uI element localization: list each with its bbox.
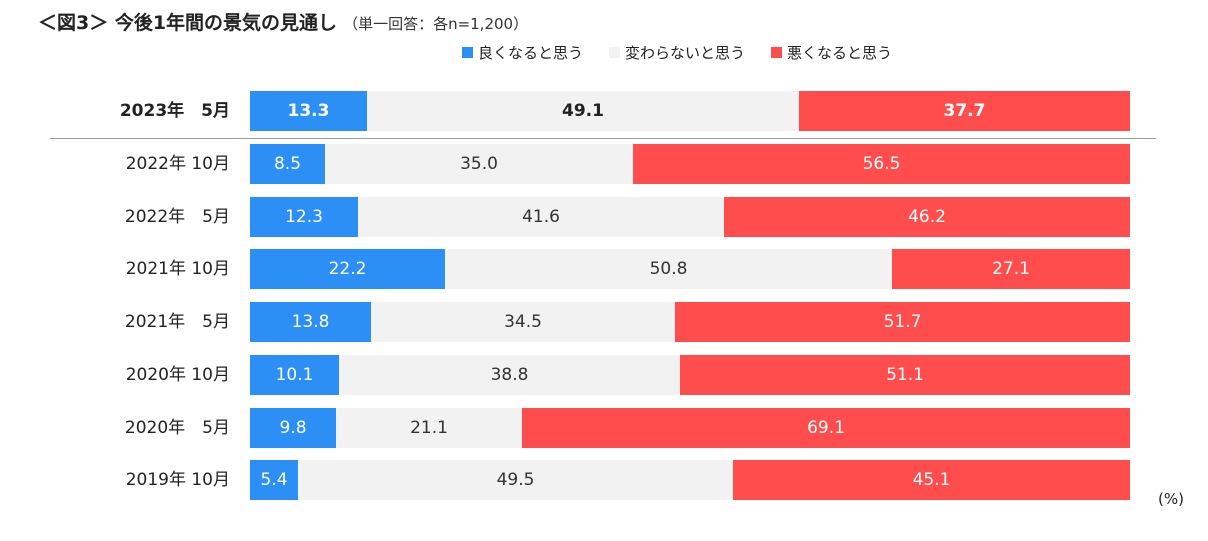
highlight-divider	[50, 138, 1156, 139]
bar-segment-good	[250, 460, 298, 500]
chart-title-row: ＜図3＞ 今後1年間の景気の見通し （単一回答：各n=1,200）	[38, 8, 528, 35]
bar-segment-same	[358, 197, 724, 237]
data-label-same: 35.0	[460, 154, 498, 174]
bar-segment-good	[250, 408, 336, 448]
category-label: 2021年 10月	[125, 259, 230, 279]
data-label-bad: 46.2	[908, 207, 946, 227]
bar-segment-good	[250, 197, 358, 237]
data-label-bad: 27.1	[992, 259, 1030, 279]
bar-segment-same	[367, 91, 799, 131]
category-label: 2022年 10月	[125, 154, 230, 174]
data-label-good: 13.3	[287, 101, 330, 121]
bar-segment-same	[339, 355, 680, 395]
data-label-good: 10.1	[275, 365, 314, 385]
data-label-good: 12.3	[285, 207, 323, 227]
bar-segment-good	[250, 355, 339, 395]
bar-segment-same	[336, 408, 522, 448]
bar-segment-same	[371, 302, 675, 342]
data-label-good: 13.8	[291, 312, 330, 332]
bar-segment-good	[250, 302, 371, 342]
legend-swatch-bad	[771, 47, 783, 58]
bar-segment-same	[298, 460, 733, 500]
bar-segment-bad	[724, 197, 1130, 237]
legend-swatch-good	[462, 47, 473, 58]
bar-segment-bad	[680, 355, 1130, 395]
legend-item-bad: 悪くなると思う	[771, 42, 892, 63]
data-label-bad: 51.7	[883, 312, 922, 332]
chart-subtitle: （単一回答：各n=1,200）	[343, 15, 529, 33]
legend-item-same: 変わらないと思う	[609, 42, 745, 63]
chart-title: ＜図3＞ 今後1年間の景気の見通し	[38, 12, 338, 34]
data-label-bad: 45.1	[912, 470, 951, 490]
category-label: 2020年 5月	[124, 418, 230, 438]
data-label-bad: 69.1	[807, 418, 845, 438]
data-label-same: 21.1	[410, 418, 448, 438]
bar-segment-bad	[892, 249, 1130, 289]
bar-segment-bad	[522, 408, 1130, 448]
data-label-bad: 51.1	[886, 365, 924, 385]
bar-segment-bad	[733, 460, 1130, 500]
legend: 良くなると思う 変わらないと思う 悪くなると思う	[462, 42, 892, 63]
category-label: 2022年 5月	[124, 207, 230, 227]
data-label-good: 5.4	[260, 470, 288, 490]
legend-swatch-same	[609, 47, 621, 58]
data-label-same: 49.1	[562, 101, 604, 121]
category-label: 2020年 10月	[125, 365, 230, 385]
category-label: 2019年 10月	[125, 470, 230, 490]
bar-segment-good	[250, 91, 367, 131]
bar-segment-good	[250, 249, 445, 289]
data-label-same: 50.8	[649, 259, 688, 279]
data-label-good: 8.5	[273, 154, 302, 174]
unit-label: (%)	[1158, 490, 1184, 508]
legend-label-same: 変わらないと思う	[625, 44, 746, 62]
data-label-same: 41.6	[522, 207, 560, 227]
plot-area: 13.3 49.1 37.7 8.5 35.0 56.5 12.3 41.6 46.2 22.2 5…	[250, 0, 1130, 541]
data-label-bad: 56.5	[862, 154, 901, 174]
bar-segment-same	[445, 249, 892, 289]
bar-segment-bad	[633, 144, 1130, 184]
data-label-good: 22.2	[328, 259, 367, 279]
data-label-same: 49.5	[496, 470, 535, 490]
category-label: 2021年 5月	[124, 312, 230, 332]
data-label-bad: 37.7	[943, 101, 986, 121]
category-label: 2023年 5月	[119, 101, 230, 121]
data-label-good: 9.8	[279, 418, 307, 438]
bar-segment-same	[325, 144, 633, 184]
legend-label-good: 良くなると思う	[478, 44, 584, 62]
legend-item-good: 良くなると思う	[462, 42, 583, 63]
bar-segment-bad	[799, 91, 1130, 131]
bar-segment-bad	[675, 302, 1130, 342]
data-label-same: 38.8	[490, 365, 529, 385]
bar-segment-good	[250, 144, 325, 184]
data-label-same: 34.5	[504, 312, 542, 332]
legend-label-bad: 悪くなると思う	[787, 44, 893, 62]
